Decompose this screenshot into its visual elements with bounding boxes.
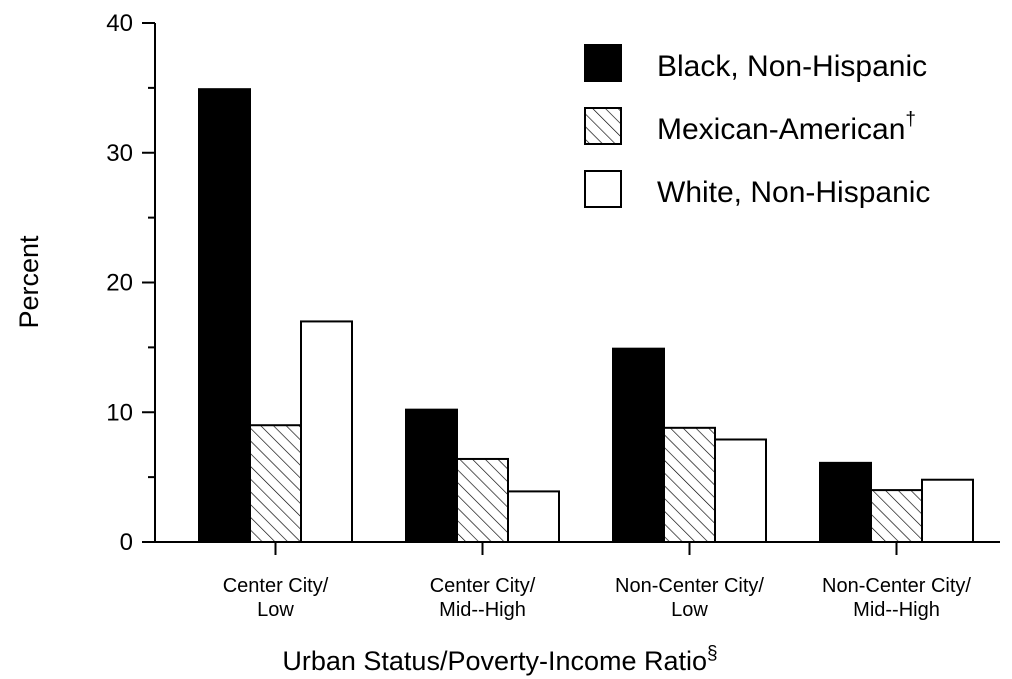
bar <box>249 424 302 544</box>
bar <box>819 461 872 544</box>
x-axis-title: Urban Status/Poverty-Income Ratio§ <box>282 643 717 676</box>
x-tick-label-line: Low <box>671 599 708 621</box>
legend-label: White, Non-Hispanic <box>657 176 930 209</box>
x-tick-label-line: Center City/ <box>430 575 536 597</box>
x-tick-label-line: Low <box>257 599 294 621</box>
bar <box>405 408 458 543</box>
x-tick-label: Non-Center City/Low <box>615 575 764 621</box>
bar <box>300 320 353 543</box>
bar <box>921 478 974 543</box>
bar <box>456 457 509 543</box>
y-tick-label: 0 <box>120 529 133 556</box>
y-tick-label: 10 <box>106 399 133 426</box>
x-tick-label-line: Non-Center City/ <box>615 575 764 597</box>
legend-label-superscript: † <box>905 109 916 130</box>
legend: Black, Non-Hispanic Mexican-American† Whit… <box>584 44 930 209</box>
y-axis-title: Percent <box>14 235 44 329</box>
legend-label: Mexican-American† <box>657 109 916 146</box>
bar <box>507 490 560 543</box>
x-tick-label: Center City/Mid--High <box>430 575 536 621</box>
legend-label-text: White, Non-Hispanic <box>657 176 930 209</box>
y-tick-label: 30 <box>106 140 133 167</box>
legend-label-text: Black, Non-Hispanic <box>657 50 927 83</box>
legend-swatch <box>584 107 622 145</box>
legend-label: Black, Non-Hispanic <box>657 50 927 83</box>
x-tick-label: Non-Center City/Mid--High <box>822 575 971 621</box>
bar <box>612 347 665 543</box>
x-axis-title-text: Urban Status/Poverty-Income Ratio <box>282 646 707 676</box>
x-tick-label-line: Mid--High <box>853 599 940 621</box>
legend-label-text: Mexican-American <box>657 113 905 146</box>
bar <box>714 438 767 543</box>
x-axis-title-superscript: § <box>707 643 718 664</box>
legend-swatch <box>584 44 622 82</box>
x-tick-label-line: Non-Center City/ <box>822 575 971 597</box>
x-tick-label-line: Mid--High <box>439 599 526 621</box>
y-tick-label: 40 <box>106 10 133 37</box>
y-tick-label: 20 <box>106 270 133 297</box>
x-tick-label: Center City/Low <box>223 575 329 621</box>
bar <box>870 489 923 544</box>
bar <box>198 88 251 544</box>
legend-swatch <box>584 170 622 208</box>
x-tick-label-line: Center City/ <box>223 575 329 597</box>
bar <box>663 426 716 544</box>
